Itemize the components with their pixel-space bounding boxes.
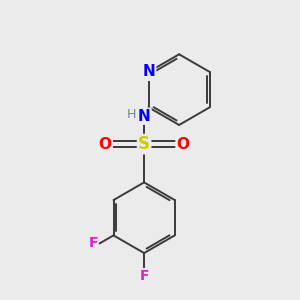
Text: S: S — [138, 135, 150, 153]
Text: O: O — [176, 136, 190, 152]
Text: H: H — [127, 108, 136, 121]
Text: N: N — [142, 64, 155, 80]
Text: F: F — [140, 269, 149, 283]
Text: O: O — [99, 136, 112, 152]
Text: N: N — [138, 109, 151, 124]
Text: F: F — [88, 236, 98, 250]
